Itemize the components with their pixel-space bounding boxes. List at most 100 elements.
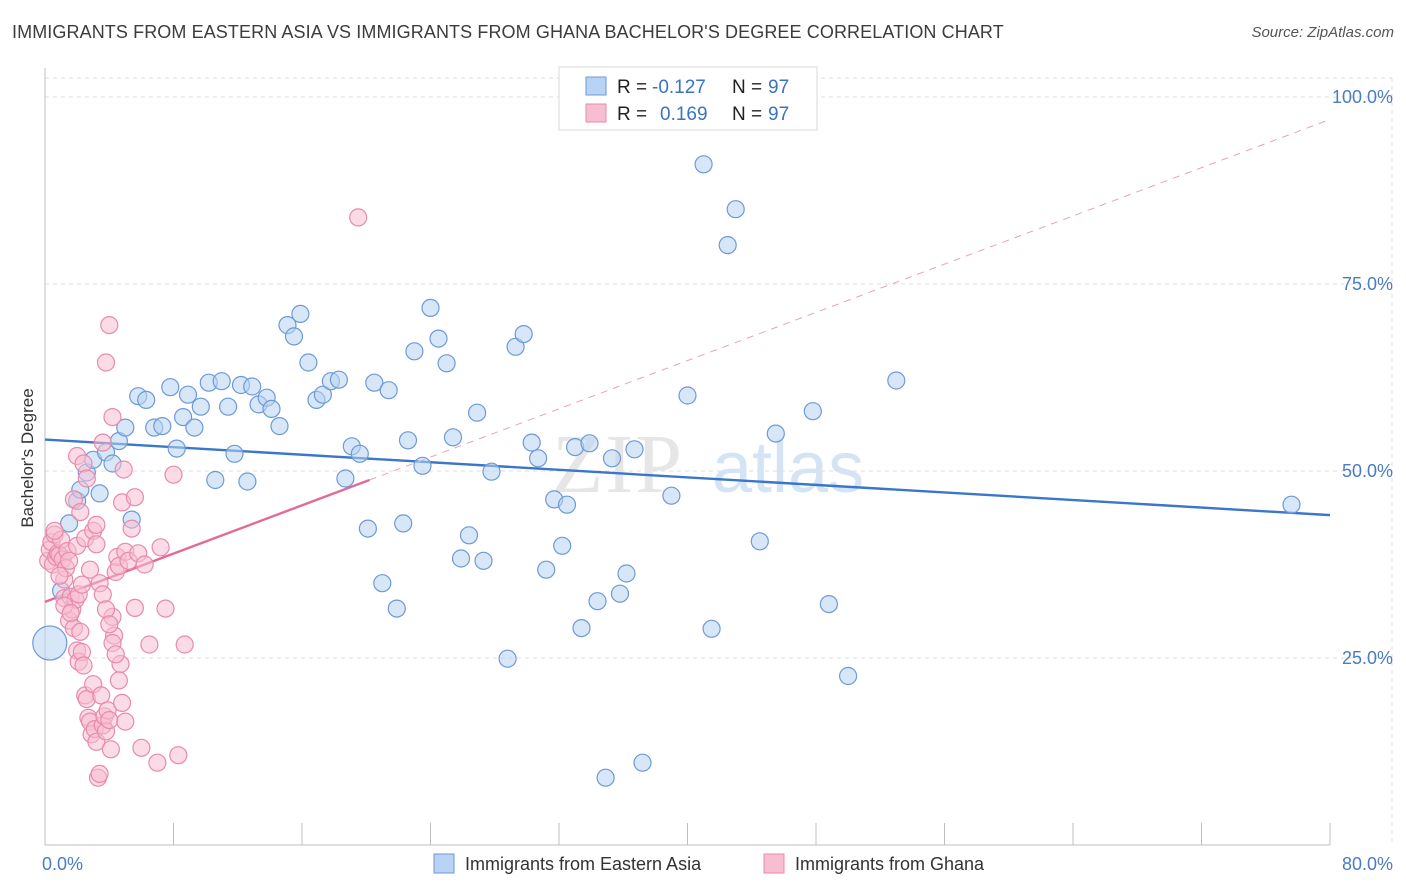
point-ghana xyxy=(80,560,100,579)
point-ghana xyxy=(61,603,80,623)
legend-r-label-2: R = xyxy=(617,104,647,125)
legend-n-label-1: N = xyxy=(732,77,762,98)
point-eastern-asia xyxy=(32,625,68,661)
point-ghana xyxy=(156,599,175,618)
watermark-atlas: atlas xyxy=(712,428,864,508)
point-eastern-asia xyxy=(437,354,456,373)
point-ghana xyxy=(114,460,133,479)
trend-lines xyxy=(44,118,1331,604)
point-eastern-asia xyxy=(329,370,348,389)
point-eastern-asia xyxy=(299,353,318,372)
y-tick-label: 75.0% xyxy=(1342,274,1393,294)
x-tick-label: 0.0% xyxy=(42,854,83,874)
point-eastern-asia xyxy=(625,440,644,459)
point-ghana xyxy=(135,555,154,574)
point-eastern-asia xyxy=(429,329,448,348)
series-legend-swatch-blue xyxy=(433,853,455,874)
point-eastern-asia xyxy=(887,371,906,390)
point-eastern-asia xyxy=(514,325,533,344)
point-eastern-asia xyxy=(262,399,281,418)
point-eastern-asia xyxy=(161,378,180,397)
point-eastern-asia xyxy=(522,433,541,452)
point-ghana xyxy=(148,753,167,772)
point-eastern-asia xyxy=(270,417,289,436)
point-ghana xyxy=(106,645,125,664)
point-eastern-asia xyxy=(553,536,572,555)
point-eastern-asia xyxy=(451,549,471,568)
trend-extension-ghana xyxy=(369,118,1331,481)
point-eastern-asia xyxy=(387,599,406,618)
point-eastern-asia xyxy=(459,526,479,545)
legend-r-value-2: 0.169 xyxy=(660,104,708,125)
point-eastern-asia xyxy=(528,449,548,468)
point-ghana xyxy=(112,693,132,713)
stats-legend: R = -0.127 N = 97 R = 0.169 N = 97 xyxy=(558,66,818,131)
point-ghana xyxy=(74,454,93,473)
point-ghana xyxy=(140,635,159,654)
point-eastern-asia xyxy=(474,551,493,570)
point-eastern-asia xyxy=(702,619,721,638)
point-ghana xyxy=(122,519,141,538)
point-eastern-asia xyxy=(137,390,156,409)
point-ghana xyxy=(93,585,112,604)
point-eastern-asia xyxy=(238,472,257,491)
point-eastern-asia xyxy=(468,403,487,422)
point-eastern-asia xyxy=(167,439,186,458)
point-ghana xyxy=(96,600,116,619)
point-eastern-asia xyxy=(413,456,432,475)
series-legend-swatch-pink xyxy=(763,853,785,874)
point-eastern-asia xyxy=(588,592,607,611)
point-ghana xyxy=(87,515,106,535)
point-ghana xyxy=(175,635,194,654)
y-tick-label: 50.0% xyxy=(1342,461,1393,481)
point-ghana xyxy=(100,615,119,634)
point-eastern-asia xyxy=(379,381,398,400)
point-ghana xyxy=(169,746,188,765)
series-legend-label-pink: Immigrants from Ghana xyxy=(795,854,985,874)
watermark: ZIP atlas xyxy=(552,418,864,511)
point-ghana xyxy=(90,764,109,784)
point-ghana xyxy=(92,686,111,705)
point-eastern-asia xyxy=(212,372,231,391)
legend-r-label-1: R = xyxy=(617,77,647,98)
y-tick-labels: 25.0% 50.0% 75.0% 100.0% xyxy=(1332,87,1393,668)
x-tick-labels: 0.0% 80.0% xyxy=(42,854,1393,874)
data-points xyxy=(32,155,1301,787)
point-eastern-asia xyxy=(174,408,193,427)
point-ghana xyxy=(116,712,135,731)
chart-source: Source: ZipAtlas.com xyxy=(1251,24,1394,41)
point-eastern-asia xyxy=(498,649,517,668)
y-tick-label: 25.0% xyxy=(1342,648,1393,668)
point-ghana xyxy=(45,521,64,540)
point-eastern-asia xyxy=(243,377,262,396)
point-eastern-asia xyxy=(694,155,713,174)
point-ghana xyxy=(71,622,90,641)
point-eastern-asia xyxy=(537,560,556,579)
point-eastern-asia xyxy=(421,298,440,317)
point-eastern-asia xyxy=(819,594,839,614)
point-eastern-asia xyxy=(350,444,369,463)
legend-n-label-2: N = xyxy=(732,104,762,125)
point-eastern-asia xyxy=(726,200,745,219)
y-tick-label: 100.0% xyxy=(1332,87,1393,107)
point-eastern-asia xyxy=(153,417,172,436)
point-eastern-asia xyxy=(90,484,109,503)
point-eastern-asia xyxy=(750,532,769,551)
point-ghana xyxy=(151,538,170,557)
point-eastern-asia xyxy=(633,753,652,772)
point-eastern-asia xyxy=(178,385,198,404)
point-eastern-asia xyxy=(617,564,636,583)
point-eastern-asia xyxy=(206,470,225,490)
point-ghana xyxy=(125,598,144,618)
point-eastern-asia xyxy=(373,574,392,593)
point-eastern-asia xyxy=(678,386,697,405)
point-ghana xyxy=(109,671,129,690)
point-eastern-asia xyxy=(398,431,418,450)
point-ghana xyxy=(100,710,119,730)
point-eastern-asia xyxy=(336,469,355,488)
point-ghana xyxy=(101,740,121,759)
point-eastern-asia xyxy=(394,514,413,533)
point-ghana xyxy=(103,408,122,427)
point-eastern-asia xyxy=(358,519,377,538)
